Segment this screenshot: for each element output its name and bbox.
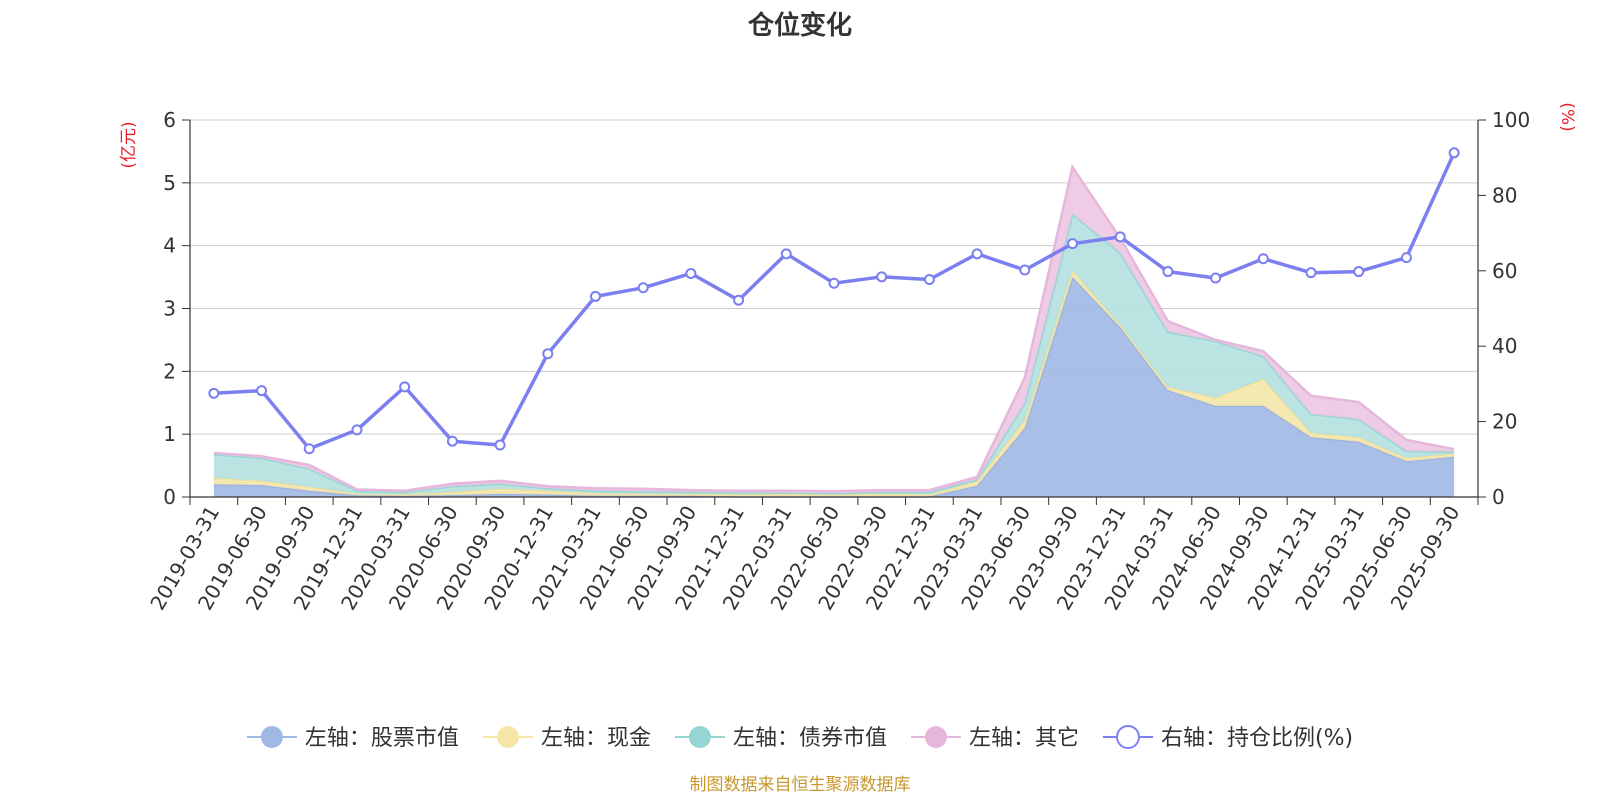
ratio-point[interactable] — [1162, 266, 1174, 278]
right-axis-tick-label: 60 — [1492, 259, 1517, 283]
legend: 左轴：股票市值 左轴：现金 左轴：债券市值 左轴：其它 右轴：持仓比例(%) — [246, 725, 1353, 751]
legend-label: 左轴：债券市值 — [733, 726, 887, 751]
area-左轴：债券市值 — [213, 214, 1455, 495]
ratio-point[interactable] — [780, 248, 792, 260]
right-axis-unit: (%) — [1557, 102, 1577, 131]
right-axis-tick-label: 0 — [1492, 485, 1505, 509]
ratio-point[interactable] — [1019, 264, 1031, 276]
left-axis-tick-label: 3 — [163, 297, 176, 321]
ratio-point[interactable] — [256, 385, 268, 397]
left-axis-tick-label: 4 — [163, 234, 176, 258]
ratio-point[interactable] — [351, 424, 363, 436]
legend-label: 左轴：股票市值 — [305, 726, 459, 751]
ratio-point[interactable] — [589, 290, 601, 302]
source-note: 制图数据来自恒生聚源数据库 — [690, 775, 911, 795]
ratio-point[interactable] — [828, 277, 840, 289]
legend-item[interactable]: 左轴：股票市值 — [246, 726, 459, 751]
legend-item[interactable]: 左轴：其它 — [910, 726, 1079, 751]
ratio-point[interactable] — [1353, 266, 1365, 278]
axes: 01234560204060801002019-03-312019-06-302… — [145, 108, 1530, 614]
ratio-point[interactable] — [1448, 147, 1460, 159]
ratio-point[interactable] — [971, 248, 983, 260]
legend-circle-icon — [924, 726, 947, 748]
ratio-point[interactable] — [303, 443, 315, 455]
legend-hollow-circle-icon — [1115, 725, 1140, 749]
legend-label: 左轴：现金 — [541, 726, 651, 751]
legend-label: 右轴：持仓比例(%) — [1161, 726, 1353, 751]
ratio-point[interactable] — [542, 348, 554, 360]
ratio-point[interactable] — [1257, 253, 1269, 265]
ratio-point[interactable] — [733, 294, 745, 306]
left-axis-tick-label: 6 — [163, 108, 176, 132]
chart-title: 仓位变化 — [747, 10, 852, 41]
left-axis-tick-label: 2 — [163, 359, 176, 383]
ratio-point[interactable] — [876, 271, 888, 283]
ratio-point[interactable] — [399, 381, 411, 393]
ratio-point[interactable] — [1305, 267, 1317, 279]
ratio-point[interactable] — [1400, 252, 1412, 264]
right-axis-tick-label: 80 — [1492, 183, 1517, 207]
legend-item[interactable]: 右轴：持仓比例(%) — [1102, 725, 1353, 751]
ratio-line-group — [208, 147, 1460, 455]
legend-circle-icon — [260, 726, 283, 748]
ratio-point[interactable] — [1067, 238, 1079, 250]
legend-label: 左轴：其它 — [969, 726, 1079, 751]
legend-item[interactable]: 左轴：债券市值 — [674, 726, 887, 751]
stacked-areas — [213, 163, 1455, 498]
ratio-point[interactable] — [685, 267, 697, 279]
right-axis-tick-label: 40 — [1492, 334, 1517, 358]
left-axis-tick-label: 0 — [163, 485, 176, 509]
legend-circle-icon — [496, 726, 519, 748]
ratio-point[interactable] — [637, 282, 649, 294]
right-axis-tick-label: 100 — [1492, 108, 1530, 132]
legend-circle-icon — [688, 726, 711, 748]
ratio-point[interactable] — [446, 435, 458, 447]
left-axis-tick-label: 5 — [163, 171, 176, 195]
ratio-point[interactable] — [208, 387, 220, 399]
right-axis-tick-label: 20 — [1492, 410, 1517, 434]
left-axis-tick-label: 1 — [163, 422, 176, 446]
area-左轴：股票市值 — [213, 277, 1455, 497]
area-edge-左轴：其它 — [213, 163, 1455, 493]
ratio-point[interactable] — [923, 273, 935, 285]
ratio-point[interactable] — [1210, 272, 1222, 284]
legend-item[interactable]: 左轴：现金 — [482, 726, 651, 751]
ratio-point[interactable] — [1114, 231, 1126, 243]
ratio-point[interactable] — [494, 439, 506, 451]
left-axis-unit: (亿元) — [119, 121, 139, 168]
